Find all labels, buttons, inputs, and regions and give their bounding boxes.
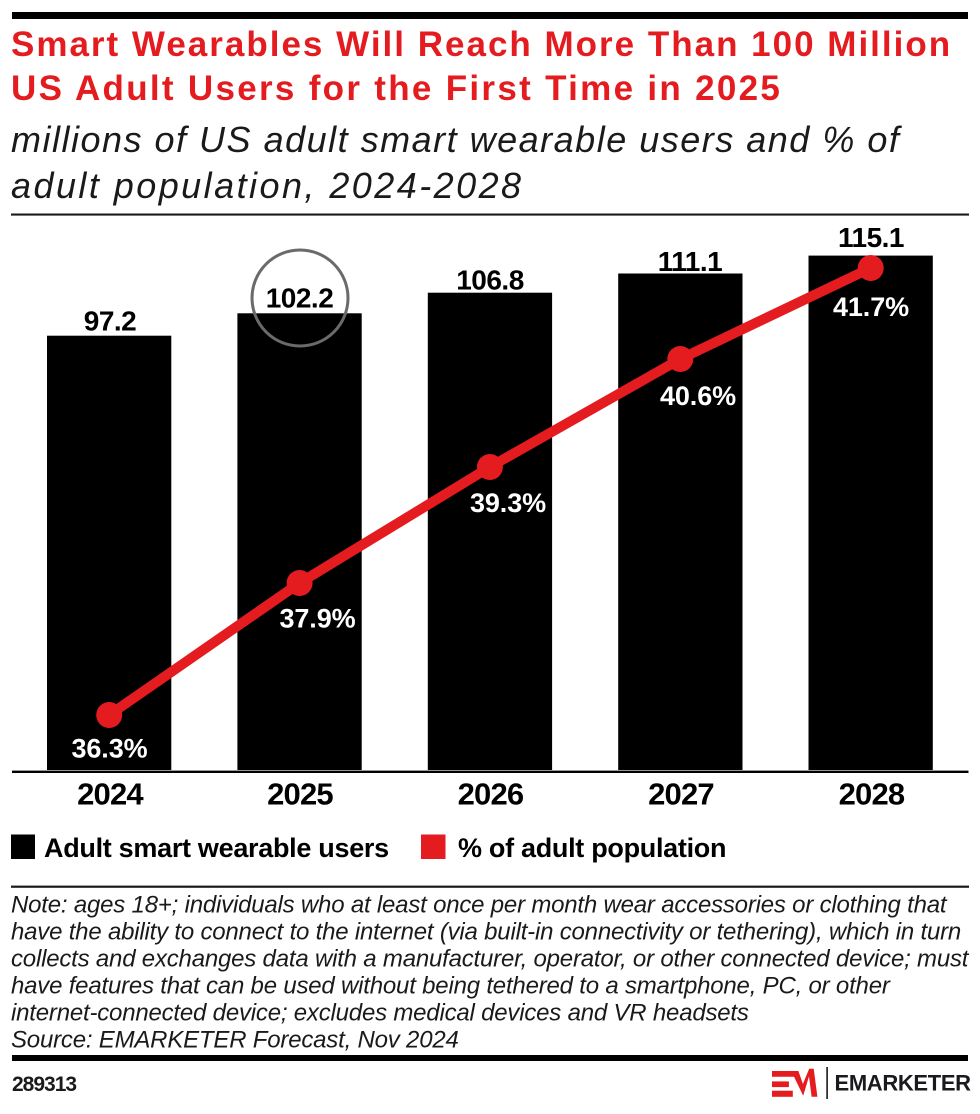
svg-text:collects and exchanges data wi: collects and exchanges data with a manuf… — [11, 946, 970, 973]
svg-text:Source: EMARKETER Forecast, No: Source: EMARKETER Forecast, Nov 2024 — [11, 1027, 459, 1054]
svg-text:internet-connected device; exc: internet-connected device; excludes medi… — [11, 1000, 749, 1027]
svg-text:111.1: 111.1 — [658, 246, 722, 277]
svg-text:102.2: 102.2 — [266, 283, 334, 314]
svg-text:97.2: 97.2 — [84, 306, 137, 337]
svg-text:40.6%: 40.6% — [660, 381, 736, 411]
svg-text:Adult smart wearable users: Adult smart wearable users — [44, 833, 389, 863]
svg-text:37.9%: 37.9% — [279, 604, 355, 634]
svg-text:% of adult population: % of adult population — [458, 833, 726, 863]
svg-text:US Adult Users for the First T: US Adult Users for the First Time in 202… — [11, 69, 782, 108]
svg-text:289313: 289313 — [12, 1073, 76, 1096]
svg-text:EMARKETER: EMARKETER — [835, 1071, 972, 1096]
svg-text:41.7%: 41.7% — [833, 292, 909, 322]
svg-text:2026: 2026 — [458, 777, 524, 812]
svg-text:have the ability to connect to: have the ability to connect to the inter… — [11, 919, 961, 946]
svg-text:Smart Wearables Will Reach Mor: Smart Wearables Will Reach More Than 100… — [11, 25, 952, 64]
svg-text:have features that can be used: have features that can be used without b… — [11, 973, 891, 1000]
svg-text:39.3%: 39.3% — [470, 488, 546, 518]
svg-text:115.1: 115.1 — [838, 222, 904, 253]
svg-text:2025: 2025 — [267, 777, 333, 812]
svg-text:2024: 2024 — [77, 777, 144, 812]
svg-text:36.3%: 36.3% — [71, 734, 147, 764]
svg-text:106.8: 106.8 — [456, 265, 524, 296]
svg-text:Note: ages 18+; individuals wh: Note: ages 18+; individuals who at least… — [11, 892, 948, 919]
svg-text:2027: 2027 — [648, 777, 714, 812]
svg-text:adult population, 2024-2028: adult population, 2024-2028 — [11, 165, 524, 206]
svg-text:2028: 2028 — [839, 777, 905, 812]
svg-text:millions of US adult smart wea: millions of US adult smart wearable user… — [11, 119, 903, 160]
